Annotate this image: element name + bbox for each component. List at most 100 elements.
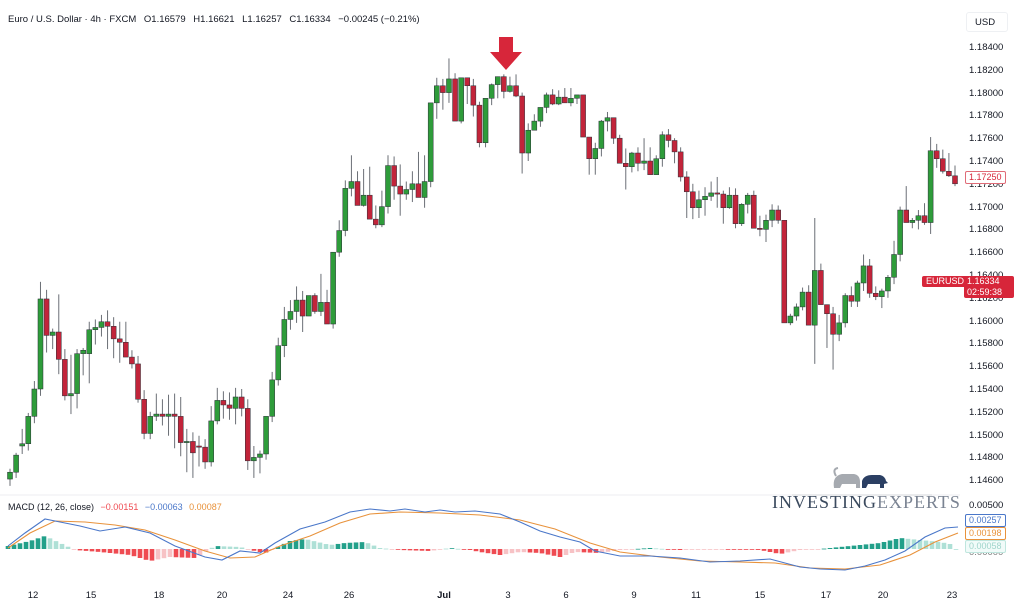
candle-up xyxy=(37,298,44,390)
candle-down xyxy=(616,137,623,164)
candle-down xyxy=(720,193,727,208)
candle-down xyxy=(946,171,952,177)
time-tick: 20 xyxy=(877,590,889,601)
price-tick: 1.17200 xyxy=(969,178,1004,190)
macd-histogram-bar xyxy=(545,549,551,555)
macd-title: MACD (12, 26, close) xyxy=(8,502,95,512)
candle-up xyxy=(568,98,574,104)
macd-histogram-bar xyxy=(707,549,713,550)
candle-down xyxy=(549,94,556,105)
macd-histogram-bar xyxy=(185,549,191,558)
price-tick: 1.16400 xyxy=(969,270,1003,281)
candle-up xyxy=(494,76,501,85)
macd-histogram-bar xyxy=(665,549,671,550)
last-close-label: 1.17250 xyxy=(965,171,1006,184)
macd-histogram-bar xyxy=(899,538,905,549)
macd-histogram-bar xyxy=(131,549,137,557)
macd-histogram-bar xyxy=(233,546,239,549)
candle-down xyxy=(226,404,233,409)
macd-histogram-bar xyxy=(35,538,41,549)
candle-up xyxy=(287,311,294,320)
candle-up xyxy=(269,379,275,417)
candle-down xyxy=(714,192,720,195)
currency-button[interactable]: USD xyxy=(966,12,1008,32)
candle-up xyxy=(25,416,32,444)
candle-up xyxy=(836,322,842,335)
candle-up xyxy=(434,85,440,104)
candle-down xyxy=(135,363,141,400)
price-tick: 1.15600 xyxy=(969,361,1004,373)
macd-histogram-bar xyxy=(167,549,173,557)
candle-down xyxy=(513,85,519,97)
macd-histogram-bar xyxy=(515,549,521,553)
macd-histogram-bar xyxy=(869,543,875,549)
candle-down xyxy=(56,331,62,360)
macd-histogram-bar xyxy=(401,549,407,551)
macd-histogram-bar xyxy=(851,545,857,549)
current-price-badge: 1.16334 02:59:38 xyxy=(964,276,1014,298)
macd-histogram-bar xyxy=(701,549,707,550)
candle-up xyxy=(598,120,605,149)
investing-experts-logo: INVESTINGEXPERTS xyxy=(772,466,960,516)
macd-histogram-bar xyxy=(641,548,647,550)
candle-down xyxy=(519,95,525,154)
candle-up xyxy=(86,329,93,354)
macd-histogram-bar xyxy=(203,549,209,552)
macd-histogram-bar xyxy=(551,549,557,556)
macd-histogram-bar xyxy=(383,548,389,550)
candle-down xyxy=(921,215,928,223)
candle-up xyxy=(330,251,336,325)
macd-histogram-bar xyxy=(893,539,899,549)
candle-down xyxy=(690,191,696,208)
macd-histogram-bar xyxy=(695,549,701,550)
macd-legend[interactable]: MACD (12, 26, close) −0.00151 −0.00063 0… xyxy=(8,502,226,512)
macd-histogram-bar xyxy=(161,549,167,559)
candle-down xyxy=(464,77,471,87)
price-tick: 1.14600 xyxy=(969,475,1004,487)
candle-up xyxy=(257,453,263,458)
candle-down xyxy=(805,291,812,326)
macd-histogram-bar xyxy=(137,549,143,558)
macd-histogram-bar xyxy=(803,549,809,550)
macd-histogram-bar xyxy=(473,549,479,552)
candle-down xyxy=(196,445,202,448)
candle-down xyxy=(623,163,629,167)
macd-histogram-bar xyxy=(365,543,371,549)
candle-up xyxy=(574,94,580,99)
candle-down xyxy=(476,104,483,144)
candle-down xyxy=(324,302,330,325)
candle-up xyxy=(744,194,751,205)
candle-down xyxy=(647,160,653,175)
macd-histogram-bar xyxy=(287,541,293,549)
macd-histogram-bar xyxy=(947,544,953,549)
candle-up xyxy=(860,265,867,284)
macd-histogram-bar xyxy=(917,540,923,549)
macd-histogram-bar xyxy=(683,549,689,550)
macd-histogram-bar xyxy=(881,542,887,549)
price-tick: 1.16200 xyxy=(969,292,1004,304)
macd-histogram-bar xyxy=(533,549,539,553)
price-tick: 1.16800 xyxy=(969,224,1004,236)
macd-histogram-bar xyxy=(95,549,101,552)
ohlc-close: C1.16334 xyxy=(289,14,331,25)
candle-down xyxy=(677,151,684,178)
candle-down xyxy=(177,416,184,443)
macd-histogram-bar xyxy=(863,544,869,549)
macd-histogram-bar xyxy=(827,548,833,549)
candle-up xyxy=(49,331,56,336)
candle-up xyxy=(537,107,544,122)
candle-up xyxy=(7,471,13,480)
macd-histogram-bar xyxy=(887,540,893,549)
candle-down xyxy=(775,209,781,221)
macd-histogram-bar xyxy=(845,546,851,549)
macd-histogram-bar xyxy=(125,549,131,555)
macd-histogram-bar xyxy=(563,549,569,555)
macd-histogram-bar xyxy=(83,549,89,551)
candle-up xyxy=(897,209,903,255)
macd-histogram-bar xyxy=(905,538,911,549)
candle-up xyxy=(787,315,794,324)
macd-histogram-bar xyxy=(89,549,95,552)
price-tick: 1.15200 xyxy=(969,406,1004,418)
macd-histogram-bar xyxy=(737,549,743,550)
